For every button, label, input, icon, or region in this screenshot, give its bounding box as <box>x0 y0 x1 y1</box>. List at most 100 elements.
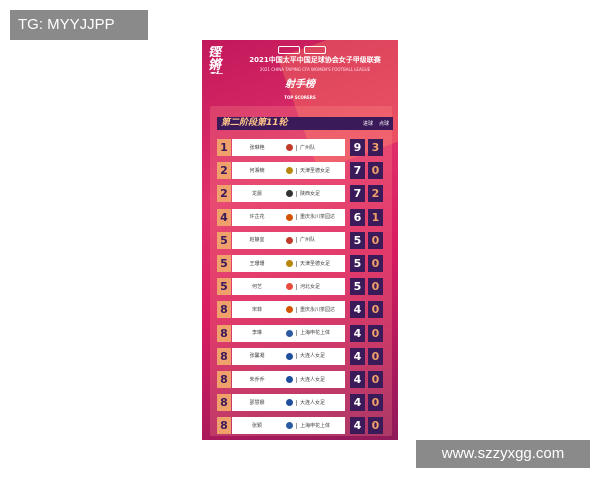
rank: 5 <box>217 278 231 296</box>
player-name: 何湘楠 <box>249 167 265 174</box>
league-title-en: 2021 CHINA TAIPING CFA WOMEN'S FOOTBALL … <box>259 67 371 72</box>
player-name: 许芷花 <box>249 214 265 221</box>
player-cell: 张琳艳 广州队 <box>232 139 345 156</box>
scorer-row: 5 赵静宜 广州队 5 0 <box>217 231 389 249</box>
team-name: 上海申花上体 <box>296 422 330 429</box>
penalties: 0 <box>368 231 383 249</box>
player-name: 朱乔乔 <box>249 376 265 383</box>
player-cell: 王珊珊 天津圣德女足 <box>232 255 345 272</box>
rank: 2 <box>217 185 231 203</box>
team-badge-icon <box>286 260 293 267</box>
goals: 4 <box>350 371 365 388</box>
goals: 5 <box>350 255 365 272</box>
team-badge-icon <box>286 236 293 244</box>
rank: 8 <box>217 417 231 435</box>
scorer-row: 4 许芷花 重庆永川茶园达 6 1 <box>217 208 389 226</box>
penalties-header: 点球 <box>378 120 389 127</box>
team-badge-icon <box>286 399 293 407</box>
player-cell: 赵静宜 广州队 <box>232 231 345 249</box>
rank: 5 <box>217 231 231 249</box>
goals: 7 <box>350 162 365 180</box>
team-name: 大连人女足 <box>296 376 325 383</box>
penalties: 1 <box>368 208 383 226</box>
section-subtitle: TOP SCORERS <box>284 95 316 100</box>
team-name: 广州队 <box>296 144 315 151</box>
team-name: 重庆永川茶园达 <box>296 214 335 221</box>
player-name: 宋菲 <box>251 306 262 313</box>
player-name: 龙晨 <box>251 190 262 197</box>
rank: 1 <box>217 139 231 156</box>
goals: 4 <box>350 417 365 435</box>
channel-tag: TG: MYYJJPP <box>10 10 148 40</box>
player-name: 张馨凝 <box>249 353 265 360</box>
watermark-url: www.szzyxgg.com <box>416 440 590 468</box>
team-badge-icon <box>286 306 293 314</box>
goals: 5 <box>350 231 365 249</box>
round-label: 第二阶段第11轮 <box>221 118 288 128</box>
team-badge-icon <box>286 283 293 291</box>
team-badge-icon <box>286 329 293 337</box>
scorer-row: 8 李琳 上海申花上体 4 0 <box>217 324 389 342</box>
team-name: 河北女足 <box>296 283 320 290</box>
penalties: 0 <box>368 324 383 342</box>
player-cell: 邵慧娜 大连人女足 <box>232 394 345 412</box>
team-name: 重庆永川茶园达 <box>296 306 335 313</box>
team-badge-icon <box>286 422 293 430</box>
team-name: 天津圣德女足 <box>296 167 330 174</box>
goals-header: 进球 <box>362 120 373 127</box>
goals: 9 <box>350 139 365 156</box>
goals: 4 <box>350 394 365 412</box>
team-badge-icon <box>286 190 293 198</box>
rank: 8 <box>217 371 231 388</box>
player-name: 张颖 <box>251 422 262 429</box>
penalties: 0 <box>368 394 383 412</box>
league-title: 2021中国太平中国足球协会女子甲级联赛 <box>249 56 381 64</box>
goals: 4 <box>350 301 365 319</box>
player-name: 李琳 <box>251 330 262 337</box>
team-name: 广州队 <box>296 237 315 244</box>
team-badge-icon <box>286 213 293 221</box>
scorer-row: 1 张琳艳 广州队 9 3 <box>217 139 389 156</box>
team-badge-icon <box>286 167 293 175</box>
player-name: 张琳艳 <box>249 144 265 151</box>
goals: 4 <box>350 347 365 365</box>
penalties: 0 <box>368 278 383 296</box>
player-name: 王珊珊 <box>249 260 265 267</box>
team-name: 大连人女足 <box>296 353 325 360</box>
player-cell: 张颖 上海申花上体 <box>232 417 345 435</box>
rank: 8 <box>217 301 231 319</box>
round-header: 第二阶段第11轮 进球 点球 <box>217 117 393 130</box>
rank: 2 <box>217 162 231 180</box>
penalties: 0 <box>368 162 383 180</box>
top-scorers-poster: 铿锵玫瑰 2021中国太平中国足球协会女子甲级联赛 2021 CHINA TAI… <box>202 40 398 440</box>
goals: 7 <box>350 185 365 203</box>
team-name: 天津圣德女足 <box>296 260 330 267</box>
player-cell: 宋菲 重庆永川茶园达 <box>232 301 345 319</box>
player-cell: 许芷花 重庆永川茶园达 <box>232 208 345 226</box>
goals: 6 <box>350 208 365 226</box>
rank: 5 <box>217 255 231 272</box>
rank: 8 <box>217 347 231 365</box>
goals: 4 <box>350 324 365 342</box>
team-name: 上海申花上体 <box>296 330 330 337</box>
player-name: 赵静宜 <box>249 237 265 244</box>
sponsor-logos <box>278 46 326 54</box>
team-name: 大连人女足 <box>296 399 325 406</box>
rank: 4 <box>217 208 231 226</box>
team-badge-icon <box>286 352 293 360</box>
player-cell: 何艺 河北女足 <box>232 278 345 296</box>
penalties: 2 <box>368 185 383 203</box>
team-badge-icon <box>286 376 293 383</box>
league-logo: 铿锵玫瑰 <box>208 46 222 74</box>
team-name: 陕西女足 <box>296 190 320 197</box>
rank: 8 <box>217 394 231 412</box>
penalties: 3 <box>368 139 383 156</box>
penalties: 0 <box>368 347 383 365</box>
scorer-row: 8 朱乔乔 大连人女足 4 0 <box>217 371 389 388</box>
player-name: 邵慧娜 <box>249 399 265 406</box>
player-cell: 龙晨 陕西女足 <box>232 185 345 203</box>
scorer-row: 5 何艺 河北女足 5 0 <box>217 278 389 296</box>
player-cell: 何湘楠 天津圣德女足 <box>232 162 345 180</box>
goals: 5 <box>350 278 365 296</box>
player-cell: 朱乔乔 大连人女足 <box>232 371 345 388</box>
